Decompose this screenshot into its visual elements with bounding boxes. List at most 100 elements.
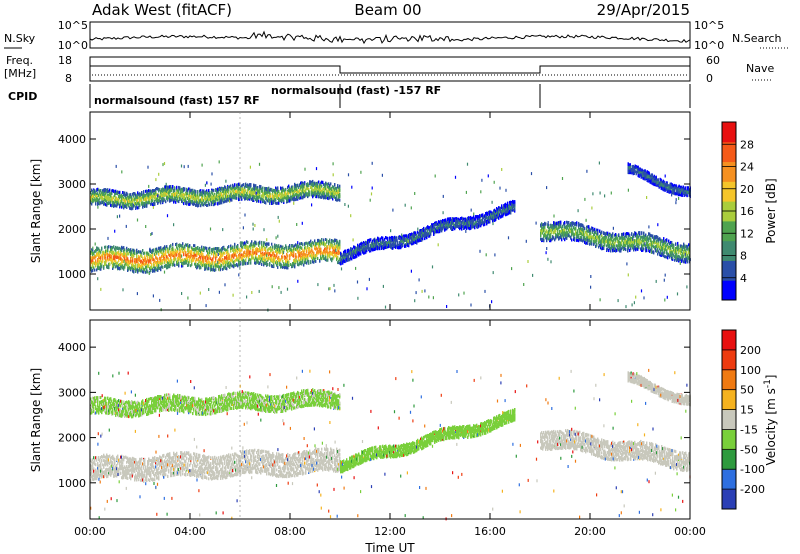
echo-cell <box>354 246 356 249</box>
echo-cell <box>185 259 187 263</box>
echo-cell <box>262 259 264 263</box>
echo-cell <box>99 197 101 201</box>
echo-cell <box>297 260 299 264</box>
echo-cell <box>157 187 159 191</box>
echo-cell <box>340 256 342 259</box>
echo-cell <box>314 186 316 190</box>
echo-cell <box>237 250 239 254</box>
echo-cell <box>92 269 94 272</box>
echo-cell <box>383 239 385 243</box>
echo-cell <box>258 241 260 245</box>
echo-cell <box>197 251 199 255</box>
echo-cell <box>237 245 239 249</box>
echo-cell <box>271 188 273 192</box>
echo-cell <box>402 236 404 240</box>
echo-cell <box>158 265 160 269</box>
echo-cell <box>290 195 292 199</box>
echo-cell <box>199 255 201 259</box>
echo-cell <box>226 193 228 197</box>
echo-cell <box>194 244 196 248</box>
echo-cell <box>225 263 227 267</box>
echo-cell <box>106 259 108 263</box>
echo-cell <box>119 255 121 259</box>
echo-cell <box>215 201 217 205</box>
echo-cell <box>212 257 214 261</box>
echo-cell <box>330 193 332 197</box>
echo-cell <box>271 258 273 262</box>
echo-cell <box>290 263 292 266</box>
echo-cell <box>270 188 272 192</box>
echo-cell <box>139 192 141 196</box>
echo-cell <box>379 238 381 242</box>
echo-cell <box>106 189 108 193</box>
echo-cell <box>315 182 317 186</box>
echo-cell <box>304 191 306 195</box>
echo-cell <box>235 193 237 197</box>
echo-cell <box>285 265 287 269</box>
echo-cell <box>91 249 93 253</box>
echo-cell <box>307 186 309 190</box>
echo-cell <box>185 192 187 196</box>
echo-cell <box>336 189 338 193</box>
echo-cell <box>195 200 197 204</box>
echo-cell <box>92 253 94 256</box>
echo-cell <box>270 254 272 257</box>
echo-cell <box>110 245 112 249</box>
echo-cell <box>197 262 199 266</box>
echo-cell <box>276 195 278 199</box>
echo-cell <box>320 191 322 195</box>
echo-cell <box>137 201 139 205</box>
echo-cell <box>126 246 128 250</box>
echo-cell <box>393 245 395 249</box>
echo-cell <box>261 245 263 249</box>
echo-cell <box>155 196 157 200</box>
echo-cell <box>282 259 284 263</box>
echo-cell <box>243 254 245 258</box>
nsearch-label: N.Search <box>732 32 782 45</box>
echo-cell <box>115 260 117 264</box>
echo-cell <box>327 246 329 250</box>
echo-cell <box>179 251 181 255</box>
echo-cell <box>254 191 256 195</box>
echo-cell <box>98 256 100 260</box>
echo-cell <box>165 187 167 191</box>
echo-cell <box>235 250 237 254</box>
echo-cell <box>287 254 289 258</box>
echo-cell <box>289 248 291 252</box>
echo-cell <box>302 184 304 187</box>
echo-cell <box>169 265 171 269</box>
echo-cell <box>288 184 290 188</box>
echo-cell <box>152 199 154 203</box>
echo-cell <box>189 189 191 193</box>
echo-cell <box>310 186 312 190</box>
echo-cell <box>294 258 296 262</box>
echo-cell <box>237 184 239 188</box>
echo-cell <box>329 255 331 259</box>
echo-cell <box>341 260 343 264</box>
echo-cell <box>314 191 316 195</box>
echo-cell <box>249 253 251 257</box>
echo-cell <box>106 203 108 207</box>
echo-cell <box>216 247 218 250</box>
echo-cell <box>121 265 123 269</box>
echo-cell <box>197 265 199 269</box>
echo-cell <box>118 256 120 260</box>
echo-cell <box>307 257 309 261</box>
echo-cell <box>357 252 359 256</box>
echo-cell <box>160 195 162 199</box>
echo-cell <box>267 190 269 194</box>
echo-cell <box>338 196 340 200</box>
echo-cell <box>306 186 308 190</box>
echo-cell <box>300 245 302 249</box>
echo-cell <box>235 253 237 257</box>
echo-cell <box>207 203 209 207</box>
echo-cell <box>248 245 250 249</box>
echo-cell <box>236 258 238 262</box>
echo-cell <box>98 247 100 251</box>
echo-cell <box>315 259 317 263</box>
echo-cell <box>144 251 146 255</box>
echo-cell <box>353 255 355 259</box>
echo-cell <box>225 199 227 203</box>
echo-cell <box>113 263 115 267</box>
echo-cell <box>136 255 138 259</box>
